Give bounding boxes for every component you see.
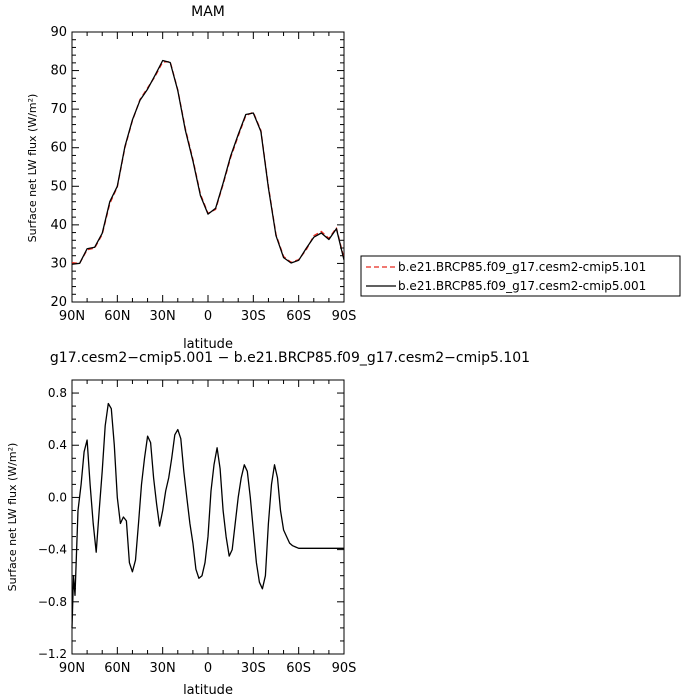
bottom-chart: g17.cesm2−cmip5.001 − b.e21.BRCP85.f09_g… (6, 350, 530, 698)
bottom-y-tick-label: −0.8 (38, 595, 67, 609)
top-x-tick-label: 60S (286, 309, 311, 324)
top-y-ticks: 20 30 40 50 60 70 80 90 (50, 25, 344, 310)
bottom-x-tick-label: 30N (150, 661, 176, 676)
bottom-x-tick-label: 0 (204, 661, 212, 676)
legend: b.e21.BRCP85.f09_g17.cesm2-cmip5.101 b.e… (360, 255, 681, 297)
top-chart: MAM 90N 60N 30N 0 30S 60S 90S 2030405060708090… (26, 4, 356, 352)
legend-label-001: b.e21.BRCP85.f09_g17.cesm2-cmip5.001 (398, 279, 646, 293)
top-x-axis-label: latitude (183, 337, 233, 352)
top-y-tick-label: 50 (50, 179, 67, 194)
top-y-axis-label: Surface net LW flux (W/m²) (26, 94, 39, 243)
bottom-chart-title: g17.cesm2−cmip5.001 − b.e21.BRCP85.f09_g… (50, 350, 530, 366)
top-x-ticks: 90N 60N 30N 0 30S 60S 90S (59, 32, 357, 324)
bottom-y-tick-label: 0.4 (48, 438, 67, 452)
top-series-line-1 (71, 59, 345, 265)
bottom-series-lines (71, 402, 344, 628)
top-y-tick-label: 40 (50, 218, 67, 233)
top-y-tick-label: 20 (50, 295, 67, 310)
top-y-tick-label: 90 (50, 25, 67, 40)
bottom-x-tick-label: 30S (241, 661, 266, 676)
bottom-y-ticks: 0.8 0.4 0.0 −0.4 −0.8 −1.2 (38, 386, 344, 661)
bottom-x-axis-label: latitude (183, 683, 233, 698)
bottom-x-ticks: 90N 60N 30N 0 30S 60S 90S (59, 380, 357, 676)
top-x-tick-label: 90S (332, 309, 357, 324)
top-x-tick-label: 0 (204, 309, 212, 324)
bottom-x-tick-label: 60S (286, 661, 311, 676)
legend-box (360, 255, 681, 297)
bottom-y-tick-label: 0.8 (48, 386, 67, 400)
top-series-line-0 (71, 61, 345, 265)
top-x-tick-label: 90N (59, 309, 85, 324)
top-y-tick-label: 60 (50, 141, 67, 156)
top-x-tick-label: 60N (104, 309, 130, 324)
bottom-y-tick-label: −1.2 (38, 647, 67, 661)
top-x-tick-label: 30S (241, 309, 266, 324)
top-plot-frame (71, 31, 345, 303)
bottom-x-tick-label: 90S (332, 661, 357, 676)
legend-label-101: b.e21.BRCP85.f09_g17.cesm2-cmip5.101 (398, 260, 646, 274)
top-y-tick-label: 80 (50, 64, 67, 79)
top-y-tick-label: 30 (50, 256, 67, 271)
bottom-series-line-0 (71, 402, 344, 628)
bottom-x-tick-label: 90N (59, 661, 85, 676)
bottom-x-tick-label: 60N (104, 661, 130, 676)
top-x-tick-label: 30N (150, 309, 176, 324)
top-series-lines (71, 59, 345, 265)
top-y-tick-label: 70 (50, 102, 67, 117)
top-chart-title: MAM (191, 4, 225, 20)
bottom-y-axis-label: Surface net LW flux (W/m²) (6, 443, 19, 592)
bottom-y-tick-label: −0.4 (38, 543, 67, 557)
bottom-y-tick-label: 0.0 (48, 490, 67, 504)
